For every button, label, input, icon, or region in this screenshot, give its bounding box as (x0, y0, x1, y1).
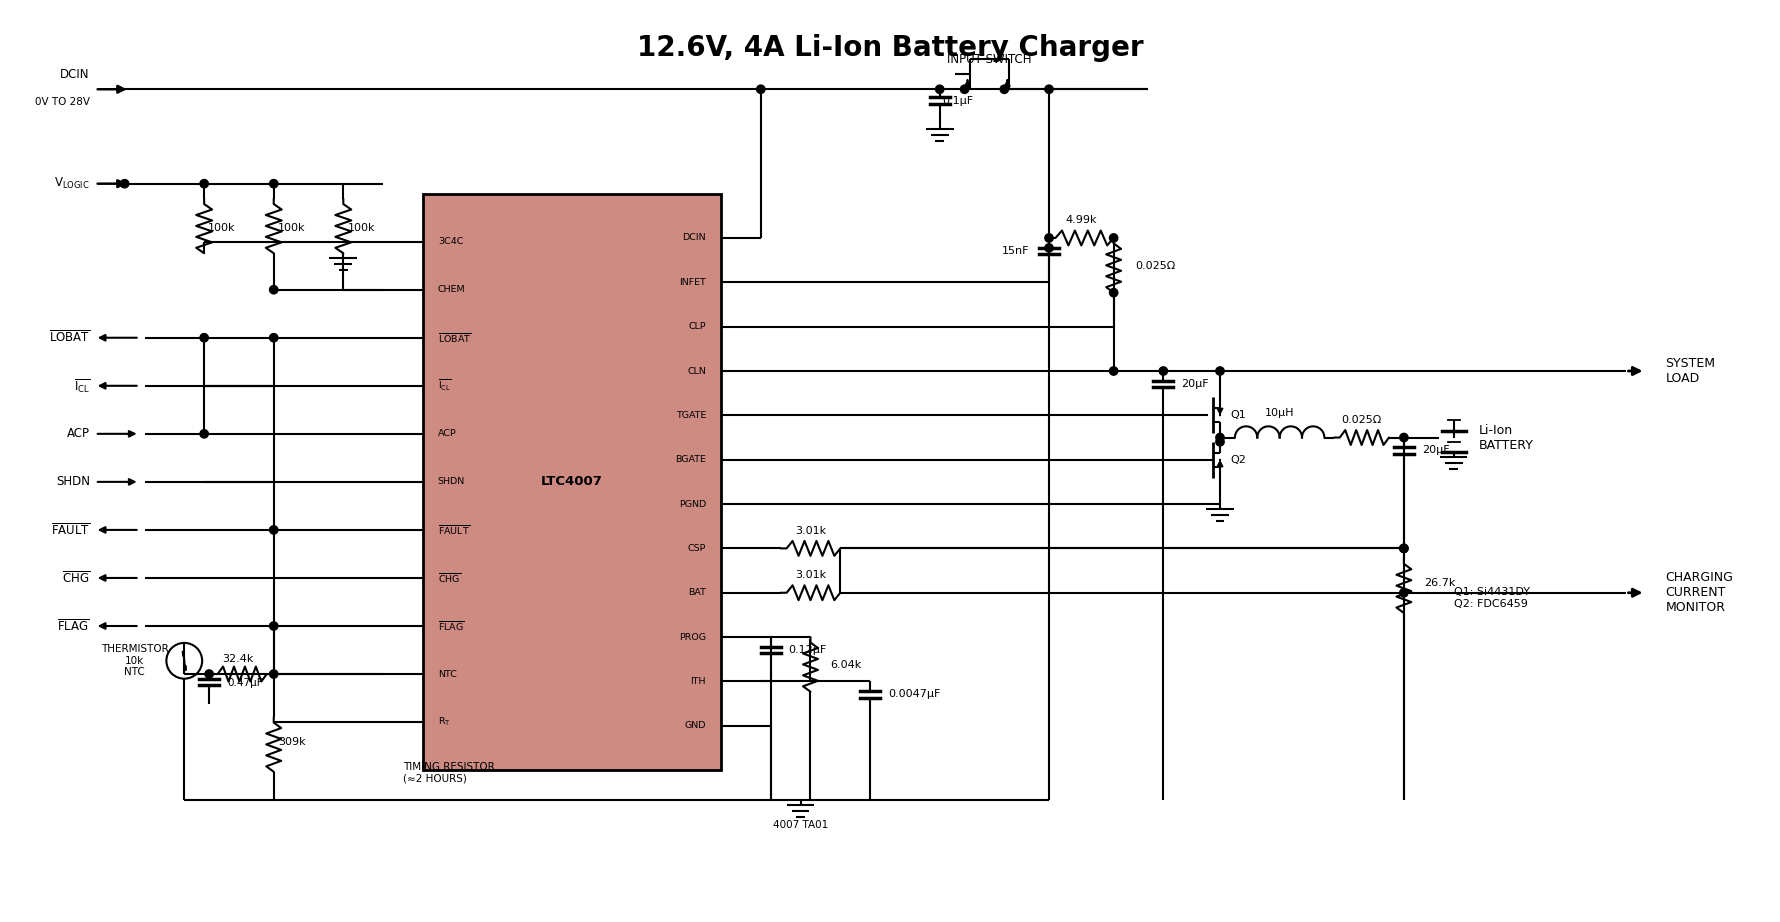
Text: $\overline{\mathregular{I_{CL}}}$: $\overline{\mathregular{I_{CL}}}$ (73, 377, 89, 395)
Circle shape (1000, 85, 1009, 93)
Circle shape (1399, 544, 1408, 552)
Text: 0.12μF: 0.12μF (789, 645, 828, 655)
Text: $\overline{\mathregular{LOBAT}}$: $\overline{\mathregular{LOBAT}}$ (48, 330, 89, 346)
Text: $\overline{\mathregular{LOBAT}}$: $\overline{\mathregular{LOBAT}}$ (438, 331, 472, 345)
Circle shape (269, 334, 278, 342)
Text: $\overline{\mathregular{FAULT}}$: $\overline{\mathregular{FAULT}}$ (438, 523, 470, 537)
Text: ACP: ACP (68, 427, 89, 441)
Text: $\overline{\mathregular{FLAG}}$: $\overline{\mathregular{FLAG}}$ (438, 619, 465, 632)
Text: SHDN: SHDN (55, 476, 89, 489)
Text: V$_{\mathregular{LOGIC}}$: V$_{\mathregular{LOGIC}}$ (55, 176, 89, 191)
Bar (424, 194, 721, 770)
Circle shape (1216, 433, 1225, 442)
Text: 15nF: 15nF (1002, 246, 1029, 256)
Text: TIMING RESISTOR
(≈2 HOURS): TIMING RESISTOR (≈2 HOURS) (402, 762, 495, 784)
Text: $\overline{\mathregular{CHG}}$: $\overline{\mathregular{CHG}}$ (62, 570, 89, 585)
Circle shape (269, 526, 278, 534)
Text: 100k: 100k (208, 223, 235, 233)
Text: LTC4007: LTC4007 (541, 476, 603, 489)
Text: 6.04k: 6.04k (829, 660, 862, 670)
Text: 3.01k: 3.01k (796, 526, 826, 536)
Text: CLN: CLN (687, 367, 707, 375)
Circle shape (269, 670, 278, 679)
Text: Q2: Q2 (1230, 455, 1246, 465)
Circle shape (1399, 433, 1408, 442)
Text: 0.0047μF: 0.0047μF (888, 690, 940, 700)
Circle shape (756, 85, 765, 93)
Text: 0.025Ω: 0.025Ω (1342, 415, 1381, 425)
Circle shape (269, 180, 278, 188)
Text: DCIN: DCIN (682, 233, 707, 242)
Text: $\mathregular{R_T}$: $\mathregular{R_T}$ (438, 715, 450, 728)
Text: GND: GND (685, 721, 707, 730)
Text: 0V TO 28V: 0V TO 28V (36, 97, 89, 107)
Text: $\overline{\mathregular{CHG}}$: $\overline{\mathregular{CHG}}$ (438, 571, 461, 585)
Text: CHEM: CHEM (438, 285, 465, 294)
Text: Q1: Si4431DY
Q2: FDC6459: Q1: Si4431DY Q2: FDC6459 (1454, 587, 1529, 609)
Text: CLP: CLP (689, 322, 707, 331)
Text: NTC: NTC (438, 669, 457, 679)
Circle shape (1045, 243, 1054, 252)
Text: CHARGING
CURRENT
MONITOR: CHARGING CURRENT MONITOR (1666, 572, 1734, 614)
Text: SHDN: SHDN (438, 478, 465, 487)
Text: $\overline{\mathregular{FLAG}}$: $\overline{\mathregular{FLAG}}$ (57, 619, 89, 633)
Circle shape (1216, 438, 1225, 446)
Text: CSP: CSP (687, 544, 707, 553)
Text: 20μF: 20μF (1422, 445, 1449, 455)
Circle shape (1216, 367, 1225, 375)
Text: 4007 TA01: 4007 TA01 (773, 820, 828, 830)
Text: 3.01k: 3.01k (796, 570, 826, 580)
Circle shape (1109, 367, 1118, 375)
Text: TGATE: TGATE (676, 411, 707, 420)
Text: 20μF: 20μF (1182, 379, 1209, 389)
Text: INFET: INFET (680, 278, 707, 287)
Text: $\overline{\mathregular{FAULT}}$: $\overline{\mathregular{FAULT}}$ (50, 522, 89, 538)
Text: 100k: 100k (347, 223, 376, 233)
Text: BAT: BAT (689, 588, 707, 597)
Text: DCIN: DCIN (61, 68, 89, 81)
Circle shape (199, 180, 208, 188)
Circle shape (936, 85, 943, 93)
Circle shape (199, 430, 208, 438)
Text: 309k: 309k (278, 737, 306, 747)
Text: 0.025Ω: 0.025Ω (1136, 261, 1177, 271)
Circle shape (1159, 367, 1168, 375)
Circle shape (1109, 289, 1118, 297)
Text: $\overline{\mathregular{I_{CL}}}$: $\overline{\mathregular{I_{CL}}}$ (438, 378, 450, 394)
Text: 12.6V, 4A Li-Ion Battery Charger: 12.6V, 4A Li-Ion Battery Charger (637, 33, 1143, 62)
Circle shape (121, 180, 128, 188)
Circle shape (205, 670, 214, 679)
Circle shape (1399, 544, 1408, 552)
Text: 3C4C: 3C4C (438, 237, 463, 246)
Text: SYSTEM
LOAD: SYSTEM LOAD (1666, 357, 1716, 385)
Text: 4.99k: 4.99k (1066, 215, 1096, 225)
Circle shape (1399, 588, 1408, 597)
Text: ACP: ACP (438, 430, 456, 438)
Circle shape (1045, 234, 1054, 242)
Text: 32.4k: 32.4k (222, 654, 253, 664)
Text: 100k: 100k (278, 223, 306, 233)
Circle shape (1045, 85, 1054, 93)
Text: PROG: PROG (680, 632, 707, 642)
Circle shape (961, 85, 968, 93)
Text: ITH: ITH (691, 677, 707, 686)
Text: 10μH: 10μH (1266, 408, 1294, 418)
Circle shape (269, 286, 278, 294)
Circle shape (269, 621, 278, 630)
Circle shape (1109, 234, 1118, 242)
Text: Q1: Q1 (1230, 410, 1246, 420)
Text: Li-Ion
BATTERY: Li-Ion BATTERY (1479, 423, 1533, 452)
Text: THERMISTOR
10k
NTC: THERMISTOR 10k NTC (101, 644, 169, 678)
Text: 0.1μF: 0.1μF (942, 96, 974, 106)
Text: 0.47μF: 0.47μF (228, 678, 263, 688)
Circle shape (199, 334, 208, 342)
Text: 26.7k: 26.7k (1424, 578, 1454, 588)
Text: BGATE: BGATE (675, 455, 707, 464)
Text: PGND: PGND (678, 500, 707, 509)
Text: INPUT SWITCH: INPUT SWITCH (947, 53, 1032, 66)
